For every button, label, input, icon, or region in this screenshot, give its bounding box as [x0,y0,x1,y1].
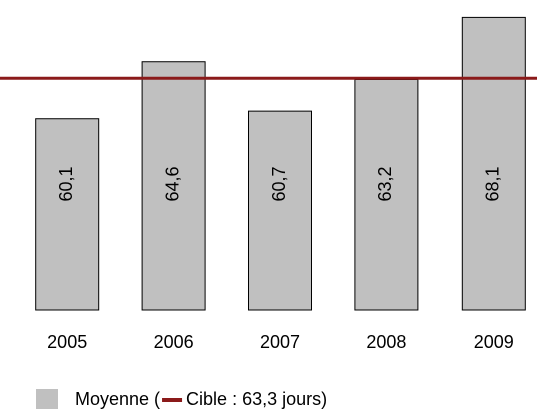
legend-swatch [36,389,58,409]
bar [35,118,100,311]
value-label: 64,6 [162,166,182,201]
bar [354,78,419,311]
x-tick-label: 2006 [154,332,194,352]
value-label: 63,2 [375,166,395,201]
x-tick-label: 2007 [260,332,300,352]
bar [248,110,312,311]
value-label: 68,1 [483,166,503,201]
x-tick-label: 2009 [474,332,514,352]
value-label: 60,1 [56,166,76,201]
bar [461,16,526,311]
legend-label: Cible : 63,3 jours) [186,389,327,409]
bar [141,61,206,311]
x-tick-label: 2005 [47,332,87,352]
legend-label: Moyenne ( [75,389,160,409]
value-label: 60,7 [269,166,289,201]
x-tick-label: 2008 [366,332,406,352]
